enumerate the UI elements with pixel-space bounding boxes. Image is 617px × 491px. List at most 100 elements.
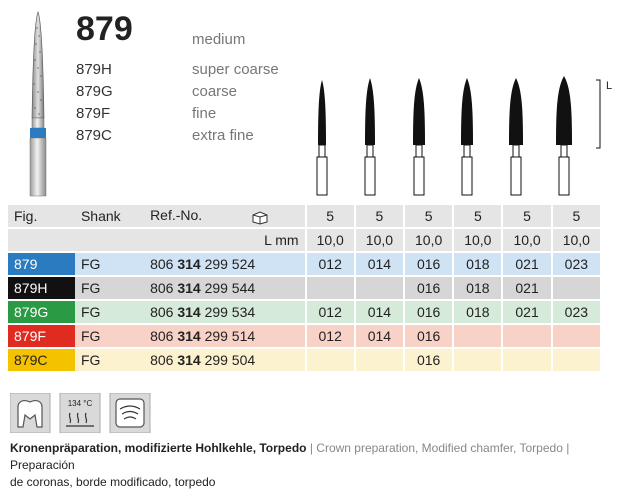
size-cell: 021 <box>501 277 551 299</box>
size-cell: 018 <box>452 301 502 323</box>
length-marker: L <box>606 80 613 92</box>
row-ref: 806 314 299 534 <box>144 301 305 323</box>
row-ref: 806 314 299 524 <box>144 253 305 275</box>
pack-count: 5 <box>550 205 600 227</box>
table-row: 879C FG 806 314 299 504 016 <box>8 349 600 371</box>
row-shank: FG <box>74 277 145 299</box>
row-shank: FG <box>74 349 145 371</box>
row-fig: 879G <box>8 301 75 323</box>
pack-count: 5 <box>452 205 502 227</box>
size-cell <box>550 325 600 347</box>
size-cell: 016 <box>403 325 453 347</box>
product-number: 879 <box>76 10 133 48</box>
spec-table: Fig. Shank Ref.-No. 5 5 5 5 5 5 L mm 10,… <box>8 203 600 373</box>
row-shank: FG <box>74 253 145 275</box>
size-cell: 016 <box>403 349 453 371</box>
col-header-shank: Shank <box>74 205 145 227</box>
size-cell: 016 <box>403 253 453 275</box>
length-value: 10,0 <box>304 229 354 251</box>
size-silhouettes <box>316 76 601 196</box>
autoclave-icon: 134 °C <box>59 392 101 434</box>
size-cell <box>501 325 551 347</box>
size-cell <box>452 325 502 347</box>
length-value: 10,0 <box>452 229 502 251</box>
table-row: 879G FG 806 314 299 534 012 014 016 018 … <box>8 301 600 323</box>
size-cell <box>550 349 600 371</box>
size-cell: 012 <box>304 325 354 347</box>
lmm-label: L mm <box>144 229 305 251</box>
bur-silhouette-4 <box>461 78 473 196</box>
row-shank: FG <box>74 301 145 323</box>
tooth-icon <box>9 392 51 434</box>
length-value: 10,0 <box>403 229 453 251</box>
pack-count: 5 <box>304 205 354 227</box>
size-cell <box>304 277 354 299</box>
table-row: 879H FG 806 314 299 544 016 018 021 <box>8 277 600 299</box>
size-cell <box>353 277 404 299</box>
size-cell <box>353 349 404 371</box>
variant-grit: super coarse <box>192 61 279 78</box>
size-cell: 012 <box>304 301 354 323</box>
variant-grit: fine <box>192 105 217 122</box>
size-cell: 014 <box>353 253 404 275</box>
size-cell: 021 <box>501 301 551 323</box>
bur-silhouette-1 <box>316 80 328 196</box>
size-cell: 018 <box>452 253 502 275</box>
variant-code: 879G <box>76 83 113 100</box>
pack-count: 5 <box>353 205 404 227</box>
size-cell: 014 <box>353 325 404 347</box>
desc-es-cont: de coronas, borde modificado, torpedo <box>10 475 216 489</box>
row-ref: 806 314 299 504 <box>144 349 305 371</box>
size-cell: 016 <box>403 301 453 323</box>
table-header-row: Fig. Shank Ref.-No. 5 5 5 5 5 5 <box>8 205 600 227</box>
desc-es: Preparación <box>10 458 75 472</box>
bur-silhouette-3 <box>413 78 425 196</box>
bur-silhouette-5 <box>509 78 523 196</box>
autoclave-temp: 134 °C <box>68 399 93 408</box>
variant-grit: extra fine <box>192 127 254 144</box>
ultrasonic-icon <box>109 392 151 434</box>
package-icon <box>252 211 268 225</box>
row-fig: 879C <box>8 349 75 371</box>
variant-grit: coarse <box>192 83 238 100</box>
row-ref: 806 314 299 514 <box>144 325 305 347</box>
table-row: 879F FG 806 314 299 514 012 014 016 <box>8 325 600 347</box>
length-value: 10,0 <box>353 229 404 251</box>
variant-code: 879C <box>76 127 112 144</box>
length-bracket <box>596 79 601 149</box>
row-fig: 879 <box>8 253 75 275</box>
bur-silhouette-6 <box>556 76 572 196</box>
size-cell: 023 <box>550 253 600 275</box>
size-cell: 016 <box>403 277 453 299</box>
size-cell <box>550 277 600 299</box>
variant-code: 879F <box>76 105 111 122</box>
bur-illustration <box>29 11 47 197</box>
pack-count: 5 <box>501 205 551 227</box>
pack-count: 5 <box>403 205 453 227</box>
size-cell: 014 <box>353 301 404 323</box>
size-cell <box>304 349 354 371</box>
row-fig: 879H <box>8 277 75 299</box>
size-cell: 023 <box>550 301 600 323</box>
size-cell: 021 <box>501 253 551 275</box>
length-value: 10,0 <box>501 229 551 251</box>
product-grit: medium <box>192 31 246 48</box>
variant-code: 879H <box>76 61 112 78</box>
desc-en: Crown preparation, Modified chamfer, Tor… <box>316 441 563 455</box>
bur-silhouette-2 <box>364 78 376 196</box>
desc-de: Kronenpräparation, modifizierte Hohlkehl… <box>10 441 307 455</box>
col-header-fig: Fig. <box>8 205 75 227</box>
row-shank: FG <box>74 325 145 347</box>
length-value: 10,0 <box>550 229 600 251</box>
size-cell <box>501 349 551 371</box>
size-cell: 018 <box>452 277 502 299</box>
size-cell: 012 <box>304 253 354 275</box>
usage-icons: 134 °C <box>9 392 160 438</box>
size-cell <box>452 349 502 371</box>
col-header-ref: Ref.-No. <box>144 205 305 227</box>
table-row: 879 FG 806 314 299 524 012 014 016 018 0… <box>8 253 600 275</box>
description-footer: Kronenpräparation, modifizierte Hohlkehl… <box>10 441 570 489</box>
length-row: L mm 10,0 10,0 10,0 10,0 10,0 10,0 <box>8 229 600 251</box>
row-ref: 806 314 299 544 <box>144 277 305 299</box>
row-fig: 879F <box>8 325 75 347</box>
